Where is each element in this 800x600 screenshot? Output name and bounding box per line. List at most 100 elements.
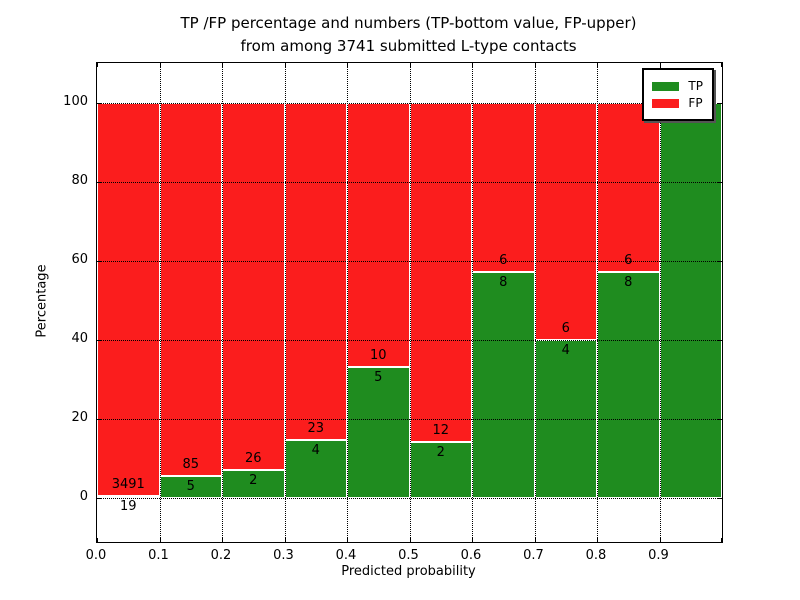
- x-tick-mark: [534, 63, 536, 67]
- vertical-gridline: [659, 63, 661, 542]
- chart-title-line2: from among 3741 submitted L-type contact…: [240, 37, 577, 55]
- tp-count-label: 19: [119, 499, 137, 515]
- vertical-gridline: [284, 63, 286, 542]
- legend-swatch-tp-icon: [652, 81, 680, 91]
- x-tick-mark: [284, 63, 286, 67]
- y-tick-mark: [97, 340, 101, 342]
- x-tick-mark: [472, 538, 473, 542]
- x-tick-mark: [597, 63, 598, 67]
- fp-bar-segment: [159, 102, 222, 477]
- fp-count-label: 6: [561, 321, 570, 337]
- legend-entry: TP: [652, 79, 703, 93]
- x-tick-label: 0.0: [85, 548, 107, 563]
- x-tick-mark: [721, 538, 722, 542]
- x-tick-mark: [159, 538, 161, 542]
- x-tick-mark: [659, 538, 661, 542]
- x-tick-mark: [159, 63, 161, 67]
- horizontal-gridline: [97, 181, 722, 183]
- x-tick-mark: [409, 63, 411, 67]
- tp-bar-segment: [409, 441, 472, 499]
- fp-count-label: 23: [307, 420, 325, 436]
- fp-bar-segment: [597, 102, 660, 273]
- legend: TP FP: [642, 68, 714, 121]
- legend-swatch-fp-icon: [652, 98, 680, 108]
- tp-count-label: 5: [374, 369, 383, 385]
- tp-bar-segment: [347, 366, 410, 499]
- x-tick-label: 0.5: [398, 548, 419, 563]
- horizontal-gridline: [97, 498, 722, 500]
- vertical-gridline: [534, 63, 536, 542]
- x-tick-label: 0.9: [648, 548, 669, 563]
- x-tick-label: 0.3: [273, 548, 294, 563]
- x-tick-mark: [97, 538, 98, 542]
- x-tick-label: 0.1: [148, 548, 169, 563]
- horizontal-gridline: [97, 419, 722, 421]
- tp-count-label: 8: [499, 275, 508, 291]
- x-tick-mark: [597, 538, 598, 542]
- x-tick-mark: [222, 63, 223, 67]
- fp-count-label: 6: [499, 253, 508, 269]
- y-tick-label: 100: [63, 93, 88, 109]
- x-tick-label: 0.2: [210, 548, 232, 563]
- y-tick-mark: [718, 181, 722, 183]
- vertical-gridline: [597, 63, 598, 542]
- x-tick-label: 0.6: [460, 548, 482, 563]
- y-axis-label: Percentage: [34, 264, 50, 338]
- y-tick-label: 40: [71, 331, 88, 347]
- x-tick-mark: [284, 538, 286, 542]
- x-tick-mark: [472, 63, 473, 67]
- fp-count-label: 10: [369, 347, 387, 363]
- vertical-gridline: [222, 63, 223, 542]
- fp-count-label: 26: [244, 451, 262, 467]
- legend-label: TP: [688, 79, 703, 93]
- tp-count-label: 8: [624, 275, 633, 291]
- x-tick-mark: [409, 538, 411, 542]
- vertical-gridline: [409, 63, 411, 542]
- x-tick-mark: [659, 63, 661, 67]
- tp-bar-segment: [659, 102, 722, 499]
- tp-count-label: 5: [186, 479, 195, 495]
- x-tick-mark: [347, 63, 348, 67]
- x-tick-mark: [97, 63, 98, 67]
- chart-title: TP /FP percentage and numbers (TP-bottom…: [96, 12, 721, 58]
- horizontal-gridline: [97, 260, 722, 262]
- y-tick-mark: [718, 340, 722, 342]
- y-tick-mark: [97, 498, 101, 500]
- tp-count-label: 2: [249, 473, 258, 489]
- y-tick-mark: [718, 260, 722, 262]
- y-tick-mark: [97, 419, 101, 421]
- fp-count-label: 3491: [111, 477, 145, 493]
- y-tick-mark: [97, 181, 101, 183]
- x-tick-label: 0.8: [585, 548, 607, 563]
- fp-count-label: 12: [432, 422, 450, 438]
- y-tick-label: 60: [71, 251, 88, 267]
- horizontal-gridline: [97, 102, 722, 104]
- y-tick-mark: [718, 419, 722, 421]
- legend-label: FP: [688, 96, 703, 110]
- fp-bar-segment: [222, 102, 285, 471]
- horizontal-gridline: [97, 340, 722, 342]
- vertical-gridline: [159, 63, 161, 542]
- x-tick-label: 0.4: [335, 548, 357, 563]
- fp-bar-segment: [472, 102, 535, 273]
- x-axis-label: Predicted probability: [341, 564, 476, 579]
- fp-bar-segment: [409, 102, 472, 442]
- x-tick-mark: [534, 538, 536, 542]
- fp-bar-segment: [284, 102, 347, 440]
- fp-count-label: 6: [624, 253, 633, 269]
- fp-count-label: 85: [182, 457, 200, 473]
- tp-count-label: 4: [561, 343, 570, 359]
- x-tick-mark: [222, 538, 223, 542]
- y-tick-label: 80: [71, 172, 88, 188]
- fp-bar-segment: [347, 102, 410, 367]
- fp-bar-segment: [97, 102, 160, 497]
- y-tick-mark: [97, 260, 101, 262]
- x-tick-mark: [347, 538, 348, 542]
- y-tick-label: 20: [71, 410, 88, 426]
- tp-bar-segment: [97, 496, 160, 499]
- y-tick-mark: [718, 102, 722, 104]
- x-tick-mark: [721, 63, 722, 67]
- y-tick-mark: [718, 498, 722, 500]
- tp-bar-segment: [597, 272, 660, 499]
